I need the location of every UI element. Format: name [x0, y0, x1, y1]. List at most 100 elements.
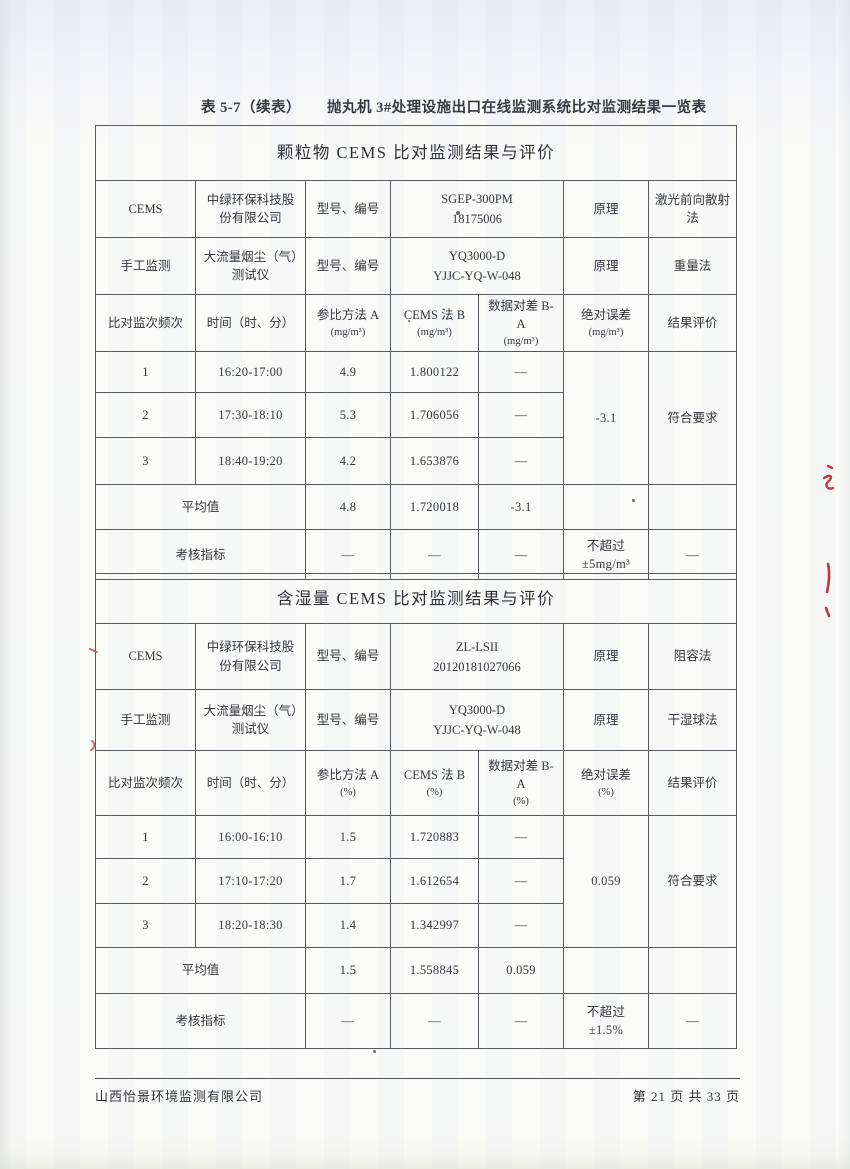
table-row: 考核指标 — — — 不超过±1.5% —	[95, 993, 738, 1049]
table-row: 2 17:30-18:10 5.3 1.706056 —	[95, 392, 737, 439]
cell-ref: 1.5	[305, 815, 391, 859]
cell-result: —	[647, 529, 738, 581]
red-pen-mark	[89, 648, 98, 751]
table-row: CEMS 中绿环保科技股份有限公司 型号、编号 ZL-LSII 20120181…	[95, 623, 738, 690]
table-header-row: 比对监次频次 时间（时、分） 参比方法 A (mg/m³) CEMS 法 B (…	[95, 293, 738, 353]
cell-empty	[563, 947, 649, 994]
section-title: 颗粒物 CEMS 比对监测结果与评价	[94, 125, 738, 181]
cell-principle-label: 原理	[563, 623, 649, 690]
col-header-label: 绝对误差	[580, 767, 631, 782]
cell-result-merged: 符合要求	[647, 815, 738, 948]
cell-model-label: 型号、编号	[305, 623, 391, 690]
col-header-label: CEMS 法 B	[403, 308, 466, 323]
col-header-abs-error: 绝对误差 (%)	[563, 750, 649, 816]
cell-cems: —	[390, 993, 479, 1049]
col-header-time: 时间（时、分）	[195, 750, 306, 816]
cell-system: 手工监测	[95, 689, 196, 751]
page-footer: 山西怡景环境监测有限公司 第 21 页 共 33 页	[95, 1078, 740, 1105]
col-header-label: 数据对差 B-A	[488, 758, 554, 791]
cell-model-value: YQ3000-D YJJC-YQ-W-048	[390, 237, 564, 295]
cell-cems: 1.653876	[390, 437, 479, 486]
table-row: 含湿量 CEMS 比对监测结果与评价	[94, 573, 738, 624]
cell-diff: —	[478, 858, 564, 904]
cell-assessment-label: 考核指标	[95, 993, 306, 1049]
cell-diff: —	[478, 815, 564, 859]
cell-result: —	[647, 993, 738, 1049]
col-header-result: 结果评价	[647, 750, 738, 816]
cell-cems: 1.720883	[390, 815, 479, 859]
cell-principle: 激光前向散射法	[647, 180, 738, 238]
cell-model-value: SGEP-300PM 18175006	[390, 180, 564, 238]
table-row: 手工监测 大流量烟尘（气）测试仪 型号、编号 YQ3000-D YJJC-YQ-…	[95, 689, 738, 751]
cell-diff: —	[478, 351, 564, 394]
cell-empty	[563, 484, 649, 531]
model-line: YJJC-YQ-W-048	[433, 723, 521, 737]
scan-artifact-dot	[373, 1050, 376, 1053]
cell-cems: 1.612654	[390, 858, 479, 904]
model-line: 18175006	[452, 212, 502, 226]
cell-instrument: 中绿环保科技股份有限公司	[195, 623, 306, 690]
col-header-cems: CEMS 法 B (mg/m³)	[390, 293, 479, 353]
cell-principle-label: 原理	[563, 180, 649, 238]
red-pen-mark	[824, 562, 831, 618]
table-header-row: 比对监次频次 时间（时、分） 参比方法 A (%) CEMS 法 B (%) 数…	[95, 750, 738, 816]
cell-result-merged: 符合要求	[647, 351, 738, 486]
col-header-label: 数据对差 B-A	[488, 299, 554, 332]
cell-diff: —	[478, 437, 564, 486]
col-header-diff: 数据对差 B-A (mg/m³)	[478, 293, 564, 353]
cell-principle-label: 原理	[563, 237, 649, 295]
cell-ref: 1.4	[305, 903, 391, 948]
col-header-unit: (mg/m³)	[588, 327, 624, 339]
cell-abs-error-merged: 0.059	[563, 815, 649, 948]
table-row: 平均值 4.8 1.720018 -3.1	[95, 484, 738, 531]
cell-cems: 1.706056	[390, 392, 479, 439]
cell-ref: 1.7	[305, 858, 391, 904]
table-row: 3 18:20-18:30 1.4 1.342997 —	[95, 903, 737, 948]
cell-instrument: 中绿环保科技股份有限公司	[195, 180, 306, 238]
table-row: 平均值 1.5 1.558845 0.059	[95, 947, 738, 994]
cell-principle: 重量法	[647, 237, 738, 295]
cell-instrument: 大流量烟尘（气）测试仪	[195, 689, 306, 751]
cell-model-label: 型号、编号	[305, 180, 391, 238]
col-header-frequency: 比对监次频次	[95, 293, 196, 353]
particulate-cems-table: 颗粒物 CEMS 比对监测结果与评价 CEMS 中绿环保科技股份有限公司 型号、…	[94, 125, 738, 581]
model-line: YQ3000-D	[448, 703, 506, 717]
table-row: 考核指标 — — — 不超过±5mg/m³ —	[95, 529, 738, 581]
red-pen-mark	[822, 464, 835, 490]
cell-cems: 1.720018	[390, 484, 479, 531]
footer-company: 山西怡景环境监测有限公司	[95, 1089, 264, 1104]
model-line: YJJC-YQ-W-048	[433, 269, 521, 283]
scan-artifact-dot	[456, 211, 460, 215]
cell-ref: 4.9	[305, 351, 391, 394]
cell-ref: 5.3	[305, 392, 391, 439]
scan-artifact-dot	[632, 499, 635, 502]
cell-cems: —	[390, 529, 479, 581]
cell-ref: —	[305, 993, 391, 1049]
col-header-time: 时间（时、分）	[195, 293, 306, 353]
cell-diff: 0.059	[478, 947, 564, 994]
cell-ref: 1.5	[305, 947, 391, 994]
table-row: 1 16:20-17:00 4.9 1.800122 — -3.1 符合要求	[95, 351, 738, 486]
cell-diff: —	[478, 392, 564, 439]
table-row: CEMS 中绿环保科技股份有限公司 型号、编号 SGEP-300PM 18175…	[95, 180, 738, 238]
col-header-unit: (mg/m³)	[503, 336, 539, 348]
model-line: SGEP-300PM	[441, 192, 513, 206]
cell-system: CEMS	[95, 180, 196, 238]
cell-no: 2	[95, 392, 196, 439]
cell-no: 1	[95, 815, 196, 859]
table-row: 手工监测 大流量烟尘（气）测试仪 型号、编号 YQ3000-D YJJC-YQ-…	[95, 237, 738, 295]
footer-page-number: 第 21 页 共 33 页	[632, 1089, 740, 1104]
cell-diff: —	[478, 993, 564, 1049]
cell-principle-label: 原理	[563, 689, 649, 751]
model-line: 20120181027066	[433, 659, 521, 674]
cell-no: 1	[95, 351, 196, 394]
col-header-label: CEMS 法 B	[403, 767, 466, 782]
col-header-label: 参比方法 A	[316, 767, 380, 782]
cell-system: 手工监测	[95, 237, 196, 295]
cell-no: 3	[95, 903, 196, 948]
cell-ref: —	[305, 529, 391, 581]
cell-time: 16:00-16:10	[195, 815, 306, 859]
col-header-unit: (mg/m³)	[417, 327, 452, 339]
cell-average-label: 平均值	[95, 484, 306, 531]
